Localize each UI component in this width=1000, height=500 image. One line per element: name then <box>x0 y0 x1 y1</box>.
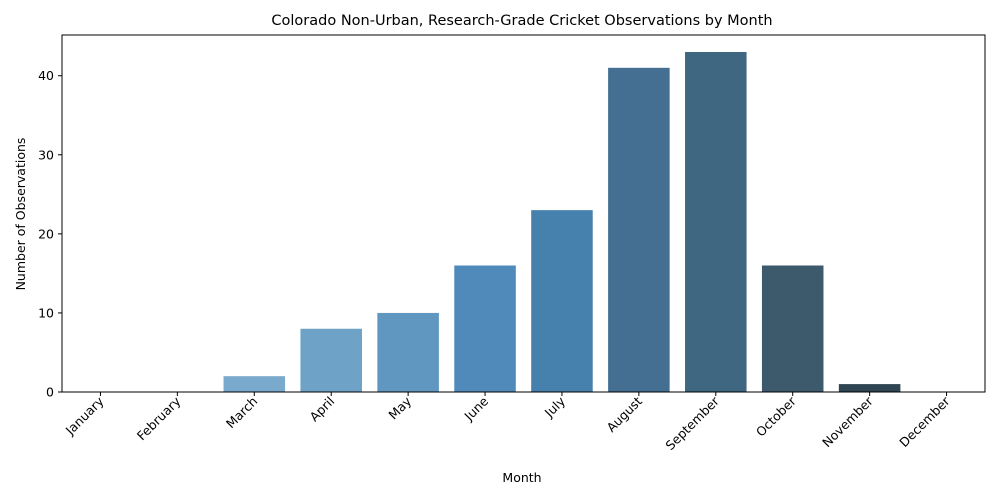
x-axis-label: Month <box>502 470 541 485</box>
chart-title: Colorado Non-Urban, Research-Grade Crick… <box>271 13 772 29</box>
bar <box>685 52 747 392</box>
x-tick-label: November <box>819 393 876 450</box>
y-axis-label: Number of Observations <box>13 138 28 291</box>
y-tick-label: 10 <box>38 305 54 320</box>
x-tick-label: June <box>461 393 492 424</box>
bar <box>454 265 516 392</box>
x-tick-label: October <box>753 393 800 440</box>
bar <box>531 210 593 392</box>
x-tick-label: April <box>307 394 338 425</box>
x-tick-label: September <box>662 393 722 453</box>
y-tick-label: 40 <box>38 68 54 83</box>
bar <box>761 265 824 392</box>
bar <box>608 67 670 392</box>
x-tick-label: August <box>603 393 645 435</box>
plot-area: 0 10 20 30 40 January February March April May Jun… <box>38 34 986 453</box>
x-tick-label: May <box>385 393 414 422</box>
plot-frame <box>61 34 986 393</box>
bar <box>223 376 286 392</box>
y-tick-label: 20 <box>38 226 54 241</box>
bar <box>377 312 439 392</box>
bar <box>838 384 901 392</box>
x-tick-label: January <box>62 393 107 438</box>
x-tick-label: July <box>541 393 569 421</box>
y-tick-label: 30 <box>38 147 54 162</box>
x-tick-label: March <box>223 394 261 432</box>
x-tick-label: December <box>896 393 953 450</box>
x-tick-label: February <box>134 393 184 443</box>
bar <box>300 328 362 392</box>
y-tick-label: 0 <box>46 385 54 400</box>
